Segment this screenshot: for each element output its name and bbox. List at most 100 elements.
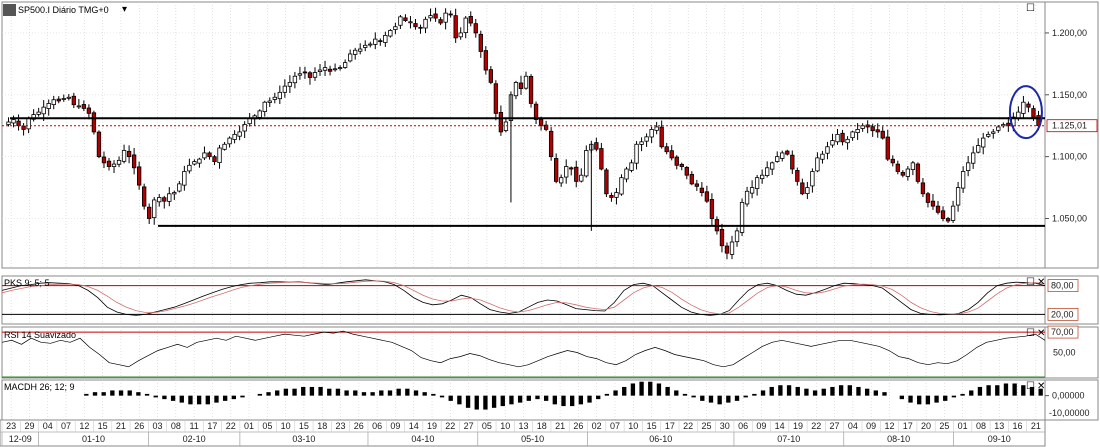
candle-up	[629, 162, 634, 171]
candle-up	[322, 67, 328, 71]
candle-up	[182, 171, 187, 186]
candle-up	[358, 48, 363, 52]
candle-up	[428, 15, 433, 19]
x-day-label: 09	[866, 421, 876, 431]
candle-up	[845, 138, 850, 144]
candle-down	[935, 205, 941, 213]
candle-up	[277, 91, 282, 100]
level-label: 20,00	[1051, 309, 1074, 319]
close-icon[interactable]: ✕	[1037, 277, 1046, 288]
candle-up	[66, 96, 71, 99]
maximize-icon[interactable]: ☐	[1026, 277, 1035, 288]
candle-up	[272, 96, 277, 100]
rsi-level-label: 50,00	[1053, 348, 1076, 358]
x-day-label: 26	[354, 421, 364, 431]
candle-down	[795, 170, 800, 182]
candle-up	[222, 143, 227, 150]
x-month-label: 01-10	[82, 434, 105, 444]
candle-up	[739, 202, 745, 233]
candle-up	[227, 137, 232, 145]
candle-up	[759, 174, 765, 180]
candle-up	[619, 177, 624, 195]
candle-up	[46, 103, 51, 109]
candle-up	[172, 192, 177, 195]
candle-down	[142, 186, 147, 207]
candle-down	[679, 163, 684, 167]
candle-down	[418, 26, 423, 29]
candle-up	[584, 150, 589, 177]
candle-down	[719, 228, 725, 247]
x-day-label: 15	[299, 421, 309, 431]
x-day-label: 29	[24, 421, 34, 431]
candle-up	[292, 75, 298, 84]
candle-up	[342, 62, 348, 68]
candle-up	[458, 32, 463, 38]
candle-down	[920, 182, 926, 195]
candle-down	[126, 150, 132, 158]
candle-down	[1026, 103, 1031, 108]
candle-down	[483, 50, 488, 71]
candle-down	[553, 158, 559, 182]
candle-up	[232, 133, 237, 140]
candle-up	[996, 126, 1001, 131]
candle-down	[930, 200, 936, 207]
candle-down	[699, 187, 705, 193]
candle-up	[986, 133, 991, 137]
candle-up	[765, 167, 770, 176]
x-day-label: 06	[738, 421, 748, 431]
candle-down	[915, 163, 921, 182]
close-icon[interactable]: ✕	[1037, 381, 1046, 392]
x-day-label: 19	[427, 421, 437, 431]
x-day-label: 10	[628, 421, 638, 431]
close-icon[interactable]: ✕	[1037, 328, 1046, 339]
candle-down	[674, 156, 679, 166]
y-tick-label: 1.050,00	[1052, 214, 1087, 224]
candle-down	[659, 126, 664, 148]
candle-up	[734, 230, 740, 243]
candle-down	[101, 156, 107, 164]
candle-down	[704, 191, 710, 202]
maximize-icon[interactable]: ☐	[1026, 328, 1035, 339]
maximize-icon[interactable]: ☐	[1026, 3, 1035, 14]
candle-down	[689, 173, 694, 185]
candle-down	[684, 166, 689, 176]
candle-up	[835, 133, 840, 143]
candle-down	[1006, 122, 1011, 127]
x-day-label: 21	[1031, 421, 1041, 431]
candle-up	[830, 140, 835, 146]
candle-up	[810, 171, 815, 187]
x-day-label: 12	[79, 421, 89, 431]
maximize-icon[interactable]: ☐	[1026, 381, 1035, 392]
panel-axis-frame	[1044, 275, 1099, 325]
candle-up	[297, 73, 303, 76]
candle-up	[991, 131, 996, 134]
dropdown-arrow-icon[interactable]: ▾	[122, 4, 128, 15]
candle-down	[1031, 108, 1036, 118]
candle-up	[262, 101, 267, 113]
candle-up	[825, 146, 830, 154]
candle-up	[463, 17, 468, 34]
candle-up	[257, 110, 262, 118]
candle-up	[111, 163, 117, 167]
x-day-label: 30	[720, 421, 730, 431]
x-month-label: 02-10	[183, 434, 206, 444]
candle-up	[523, 75, 529, 89]
candle-down	[870, 126, 875, 132]
candle-up	[187, 164, 192, 172]
candle-down	[880, 130, 885, 139]
panel-frame	[1, 326, 1046, 379]
rsi-line	[1, 330, 1046, 368]
candle-up	[579, 174, 584, 182]
candle-up	[26, 117, 31, 130]
macd-title: MACDH 26; 12; 9	[4, 382, 75, 392]
candle-up	[167, 193, 172, 202]
candle-up	[981, 137, 986, 148]
candle-up	[11, 119, 16, 124]
last-price-label: 1.125,01	[1052, 121, 1087, 131]
x-month-label: 04-10	[411, 434, 434, 444]
candle-down	[538, 118, 544, 127]
candle-up	[192, 161, 197, 165]
candle-up	[41, 106, 46, 115]
candle-down	[96, 131, 102, 158]
